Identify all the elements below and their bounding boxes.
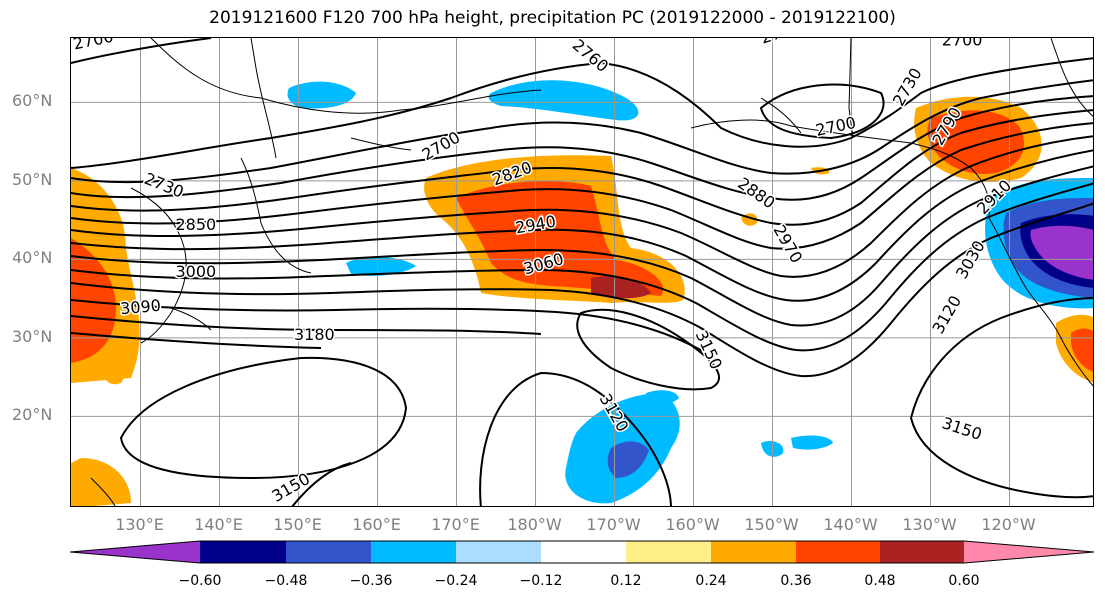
contour-label: 3090 [118,294,163,319]
colorbar-segment [880,541,964,563]
colorbar-segment [626,541,711,563]
colorbar-outline [70,540,1094,564]
colorbar-segment [964,541,1094,563]
colorbar-segment [371,541,456,563]
contour-label: 3180 [292,323,336,345]
map-canvas: 2700276027602700273027902700270027302820… [71,38,1093,506]
colorbar-segment [456,541,541,563]
longitude-label: 150°E [273,515,322,534]
longitude-label: 160°W [665,515,720,534]
svg-text:2760: 2760 [758,38,803,48]
svg-text:3000: 3000 [175,262,216,281]
colorbar-segment [796,541,880,563]
colorbar-tick-label: −0.48 [264,573,308,589]
contour-label: 2880 [733,172,780,214]
contour-label: 2730 [887,63,927,111]
colorbar-segment [70,541,200,563]
contour-label: 3120 [927,291,967,339]
map-panel: 2700276027602700273027902700270027302820… [70,37,1094,507]
svg-text:3180: 3180 [294,325,335,344]
longitude-label: 130°W [902,515,957,534]
coastlines [90,38,1093,506]
svg-text:2850: 2850 [175,215,216,234]
colorbar-tick-label: 0.36 [780,573,812,589]
colorbar-tick-label: −0.60 [178,573,222,589]
latitude-label: 30°N [12,326,53,346]
contour-label: 2700 [417,126,465,166]
longitude-label: 180°W [507,515,562,534]
colorbar-tick-label: 0.48 [864,573,896,589]
latitude-label: 60°N [12,91,53,111]
colorbar-tick-label: −0.12 [519,573,563,589]
contour-label: 2760 [757,38,805,49]
precip-shading [71,80,1093,506]
latitude-label: 50°N [12,169,53,189]
longitude-label: 150°W [744,515,799,534]
longitude-label: 140°W [823,515,878,534]
svg-text:3120: 3120 [928,292,965,337]
colorbar-segment [711,541,796,563]
colorbar-segment [286,541,371,563]
contour-label: 2850 [174,214,218,236]
svg-text:3150: 3150 [940,413,985,444]
colorbar [70,540,1094,564]
longitude-label: 170°E [431,515,480,534]
contour-label: 2700 [71,38,117,55]
colorbar-tick-label: 0.12 [610,573,642,589]
latitude-label: 40°N [12,248,53,268]
colorbar-tick-label: −0.24 [434,573,478,589]
svg-text:3090: 3090 [119,296,161,318]
contour-label: 2700 [940,38,984,51]
colorbar-tick-label: −0.36 [349,573,393,589]
contour-label: 2760 [567,38,613,78]
svg-text:3150: 3150 [268,469,313,506]
contour-label: 3000 [174,261,218,283]
svg-text:2700: 2700 [71,38,115,54]
height-contours [71,38,1093,506]
latitude-label: 20°N [12,405,53,425]
map-graticule [71,38,1093,506]
longitude-label: 120°W [981,515,1036,534]
longitude-label: 170°W [586,515,641,534]
colorbar-segment [200,541,286,563]
map-title: 2019121600 F120 700 hPa height, precipit… [209,8,896,28]
colorbar-tick-label: 0.24 [695,573,727,589]
colorbar-tick-label: 0.60 [948,573,980,589]
longitude-label: 130°E [115,515,164,534]
svg-text:2700: 2700 [942,38,983,50]
contour-label: 3150 [267,468,315,506]
longitude-label: 140°E [194,515,243,534]
contour-label: 2970 [768,220,808,268]
longitude-label: 160°E [352,515,401,534]
colorbar-segment [541,541,626,563]
